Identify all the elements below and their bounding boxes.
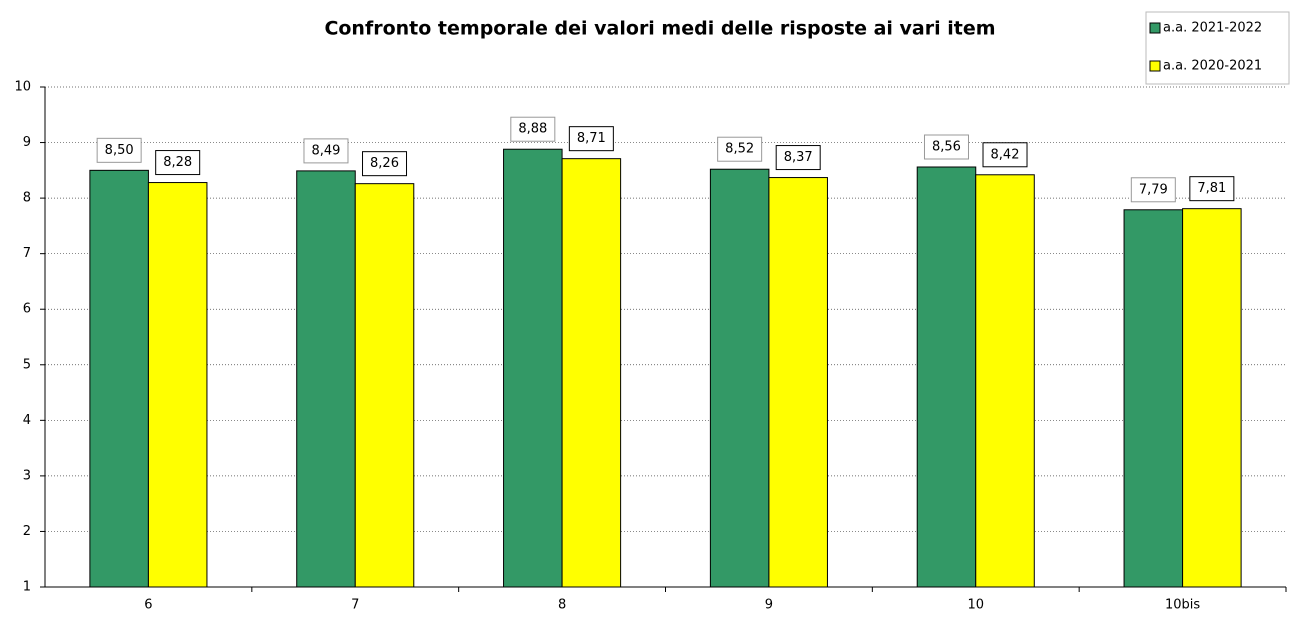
bar [1123, 209, 1184, 588]
x-tick-label: 9 [765, 598, 773, 613]
chart-title: Confronto temporale dei valori medi dell… [324, 18, 995, 40]
label-box [96, 137, 142, 163]
bar [354, 183, 415, 588]
y-tick-label: 5 [23, 357, 31, 372]
legend-label: a.a. 2021-2022 [1163, 21, 1262, 36]
legend-label: a.a. 2020-2021 [1163, 59, 1262, 74]
data-label: 8,71 [577, 131, 606, 146]
bar [503, 148, 563, 588]
label-box [1130, 177, 1176, 203]
label-box [717, 136, 763, 162]
label-box [1189, 176, 1235, 202]
label-box [303, 138, 349, 164]
bar [1182, 208, 1242, 588]
data-label: 8,88 [518, 122, 547, 137]
y-tick-label: 9 [23, 135, 31, 150]
label-box [568, 126, 614, 152]
y-tick-label: 4 [23, 413, 31, 428]
legend-swatch [1149, 22, 1161, 34]
label-box [362, 151, 408, 177]
y-tick-label: 1 [23, 580, 31, 595]
bar [916, 166, 977, 588]
bar [561, 158, 622, 588]
x-tick-label: 10 [967, 598, 984, 613]
y-tick-label: 2 [23, 524, 31, 539]
bar [147, 182, 208, 588]
label-box [510, 116, 556, 142]
y-tick-label: 6 [23, 302, 31, 317]
x-tick-label: 8 [558, 598, 566, 613]
legend-box [1145, 11, 1290, 85]
data-label: 7,81 [1197, 181, 1226, 196]
label-box [155, 150, 201, 176]
bar [296, 170, 356, 588]
data-label: 8,50 [105, 143, 134, 158]
bar [768, 177, 828, 588]
data-label: 8,42 [991, 147, 1020, 162]
data-label: 7,79 [1139, 182, 1168, 197]
data-label: 8,26 [370, 156, 399, 171]
label-box [775, 145, 821, 171]
bar [975, 174, 1035, 588]
data-label: 8,52 [725, 142, 754, 157]
label-box [982, 142, 1028, 168]
data-label: 8,49 [312, 143, 341, 158]
y-tick-label: 10 [14, 80, 31, 95]
y-tick-label: 3 [23, 468, 31, 483]
data-label: 8,56 [932, 140, 961, 155]
x-tick-label: 10bis [1165, 598, 1200, 613]
y-tick-label: 8 [23, 191, 31, 206]
legend-swatch [1149, 60, 1161, 72]
y-tick-label: 7 [23, 246, 31, 261]
bar [89, 169, 149, 588]
data-label: 8,37 [784, 150, 813, 165]
data-label: 8,28 [163, 155, 192, 170]
label-box [923, 134, 969, 160]
x-tick-label: 7 [351, 598, 359, 613]
bar [709, 168, 770, 588]
x-tick-label: 6 [144, 598, 152, 613]
